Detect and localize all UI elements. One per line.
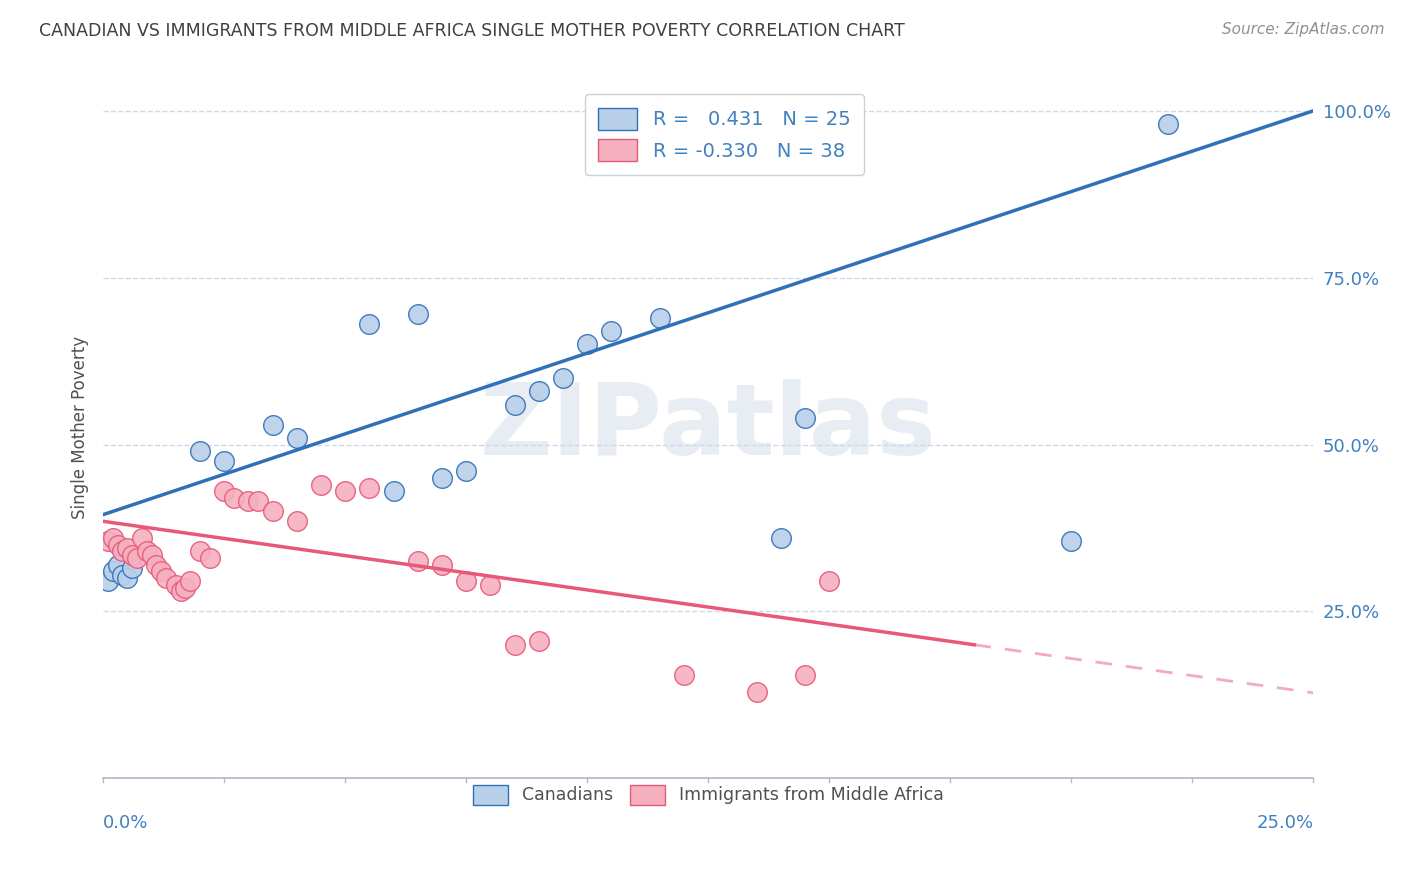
Text: CANADIAN VS IMMIGRANTS FROM MIDDLE AFRICA SINGLE MOTHER POVERTY CORRELATION CHAR: CANADIAN VS IMMIGRANTS FROM MIDDLE AFRIC… — [39, 22, 905, 40]
Point — [503, 638, 526, 652]
Point — [121, 548, 143, 562]
Point — [135, 544, 157, 558]
Point — [107, 538, 129, 552]
Text: Source: ZipAtlas.com: Source: ZipAtlas.com — [1222, 22, 1385, 37]
Point — [238, 494, 260, 508]
Text: 0.0%: 0.0% — [103, 814, 149, 832]
Point — [179, 574, 201, 589]
Point — [745, 684, 768, 698]
Point — [212, 454, 235, 468]
Point — [551, 371, 574, 385]
Point — [107, 558, 129, 572]
Point — [359, 318, 381, 332]
Point — [794, 410, 817, 425]
Point — [174, 581, 197, 595]
Point — [101, 565, 124, 579]
Legend: Canadians, Immigrants from Middle Africa: Canadians, Immigrants from Middle Africa — [465, 778, 950, 812]
Point — [406, 554, 429, 568]
Text: ZIPatlas: ZIPatlas — [479, 379, 936, 476]
Point — [165, 578, 187, 592]
Point — [285, 514, 308, 528]
Point — [131, 531, 153, 545]
Point — [222, 491, 245, 505]
Point — [111, 567, 134, 582]
Point — [97, 534, 120, 549]
Point — [145, 558, 167, 572]
Point — [1060, 534, 1083, 549]
Point — [527, 384, 550, 399]
Point — [359, 481, 381, 495]
Point — [576, 337, 599, 351]
Point — [155, 571, 177, 585]
Point — [285, 431, 308, 445]
Point — [333, 484, 356, 499]
Point — [150, 565, 173, 579]
Point — [769, 531, 792, 545]
Point — [456, 574, 478, 589]
Point — [121, 561, 143, 575]
Point — [672, 668, 695, 682]
Text: 25.0%: 25.0% — [1256, 814, 1313, 832]
Point — [117, 571, 139, 585]
Point — [648, 310, 671, 325]
Point — [111, 544, 134, 558]
Point — [382, 484, 405, 499]
Point — [141, 548, 163, 562]
Point — [198, 551, 221, 566]
Point — [503, 397, 526, 411]
Point — [125, 551, 148, 566]
Point — [600, 324, 623, 338]
Point — [212, 484, 235, 499]
Point — [794, 668, 817, 682]
Point — [527, 634, 550, 648]
Point — [188, 544, 211, 558]
Point — [430, 471, 453, 485]
Point — [188, 444, 211, 458]
Point — [1157, 117, 1180, 131]
Point — [97, 574, 120, 589]
Y-axis label: Single Mother Poverty: Single Mother Poverty — [72, 336, 89, 519]
Point — [406, 307, 429, 321]
Point — [309, 477, 332, 491]
Point — [101, 531, 124, 545]
Point — [479, 578, 502, 592]
Point — [818, 574, 841, 589]
Point — [262, 504, 284, 518]
Point — [456, 464, 478, 478]
Point — [262, 417, 284, 432]
Point — [117, 541, 139, 555]
Point — [247, 494, 270, 508]
Point — [169, 584, 191, 599]
Point — [430, 558, 453, 572]
